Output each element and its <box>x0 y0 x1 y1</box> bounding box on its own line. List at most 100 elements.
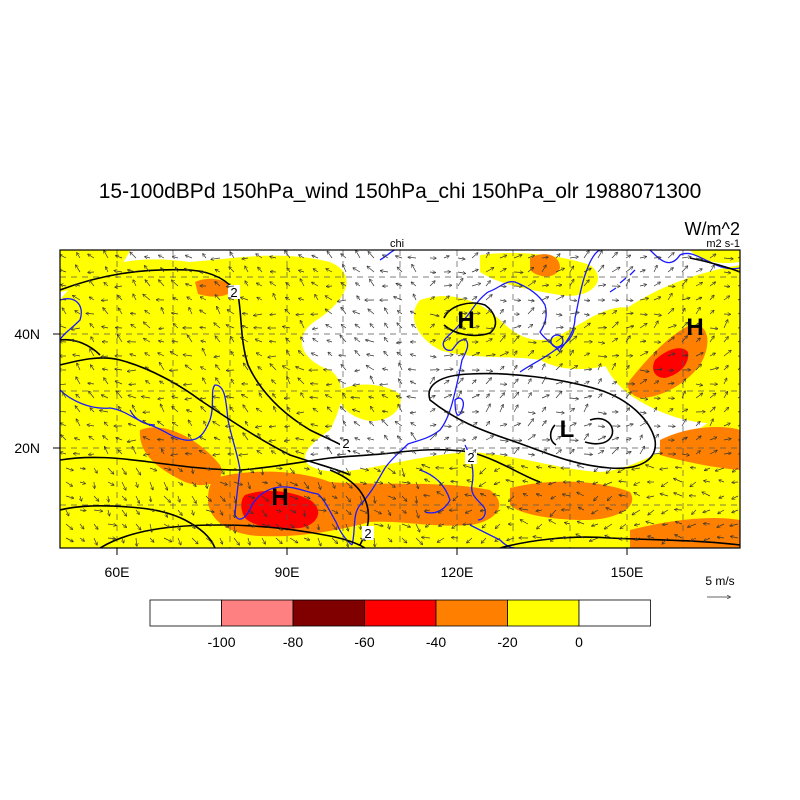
wind-vector <box>555 268 564 273</box>
wind-vector <box>527 412 535 413</box>
wind-vector <box>681 419 686 427</box>
wind-vector <box>604 481 613 486</box>
wind-vector <box>90 324 95 329</box>
wind-vector <box>186 284 193 286</box>
wind-vector <box>555 337 563 343</box>
wind-vector <box>513 336 519 343</box>
wind-vector <box>737 298 740 301</box>
wind-vector <box>704 481 711 482</box>
wind-vector <box>401 467 404 476</box>
wind-vector <box>563 494 571 496</box>
wind-vector <box>507 507 515 511</box>
wind-vector <box>597 265 604 273</box>
wind-vector <box>178 523 180 530</box>
wind-vector <box>611 322 618 329</box>
wind-vector <box>443 328 450 329</box>
wind-vector <box>541 395 549 399</box>
wind-vector <box>170 381 179 385</box>
wind-vector <box>173 257 179 258</box>
colorbar-box <box>507 599 580 627</box>
wind-vector <box>676 467 683 468</box>
wind-vector <box>646 465 655 469</box>
wind-vector <box>135 495 139 503</box>
wind-vector <box>639 446 644 455</box>
wind-vector <box>304 509 305 516</box>
wind-vector <box>639 341 646 342</box>
wind-vector <box>289 467 294 473</box>
wind-vector <box>443 449 448 455</box>
wind-vector <box>555 351 562 357</box>
wind-vector <box>145 311 151 315</box>
wind-vector <box>450 468 459 469</box>
wind-vector <box>569 409 574 413</box>
wind-vector <box>527 281 535 287</box>
wind-vector <box>345 509 351 514</box>
wind-vector <box>338 454 347 455</box>
wind-vector <box>695 393 702 399</box>
wind-vector <box>653 297 661 301</box>
wind-vector <box>395 422 403 427</box>
wind-vector <box>681 280 687 287</box>
wind-vector <box>667 268 673 273</box>
wind-vector <box>429 272 435 273</box>
wind-vector <box>303 538 310 540</box>
wind-vector <box>128 270 137 273</box>
wind-vector <box>239 454 249 455</box>
wind-vector <box>541 356 550 357</box>
wind-vector <box>583 280 589 287</box>
wind-vector <box>203 378 207 385</box>
wind-vector <box>226 325 235 329</box>
wind-vector <box>115 286 123 287</box>
wind-vector <box>457 391 461 399</box>
wind-vector <box>507 537 515 540</box>
wind-vector <box>611 339 617 343</box>
colorbar-box <box>578 599 651 627</box>
wind-vector <box>368 438 375 440</box>
wind-vector <box>653 314 661 315</box>
wind-vector <box>429 297 434 301</box>
wind-vector <box>173 324 179 329</box>
wind-vector <box>737 339 740 343</box>
wind-vector <box>214 323 221 329</box>
wind-vector <box>163 523 170 527</box>
wind-vector <box>121 495 126 500</box>
wind-vector <box>360 523 361 529</box>
wind-vector <box>457 279 463 287</box>
wind-vector <box>343 393 347 399</box>
wind-vector <box>411 381 417 385</box>
wind-vector <box>695 451 700 455</box>
wind-vector <box>143 421 151 427</box>
wind-vector <box>108 509 110 516</box>
wind-vector <box>723 423 730 427</box>
wind-vector <box>273 394 277 399</box>
wind-vector <box>79 468 85 469</box>
wind-vector <box>457 258 465 259</box>
wind-vector <box>115 369 123 370</box>
wind-vector <box>104 378 109 385</box>
high-center-label: H <box>271 484 288 511</box>
wind-vector <box>187 335 193 343</box>
wind-vector <box>635 524 641 525</box>
lat-tick-label: 40N <box>14 326 40 342</box>
wind-vector <box>709 265 714 273</box>
wind-vector <box>244 363 249 371</box>
wind-vector <box>370 279 375 287</box>
wind-vector <box>231 352 235 357</box>
wind-vector <box>385 308 389 315</box>
wind-vector <box>339 355 347 356</box>
wind-vector <box>311 424 319 426</box>
wind-vector <box>286 283 291 287</box>
wind-vector <box>639 398 647 399</box>
wind-vector <box>416 495 417 503</box>
wind-vector <box>667 337 674 343</box>
wind-vector <box>149 537 154 542</box>
wind-vector <box>129 384 137 385</box>
wind-vector <box>536 510 543 511</box>
wind-vector <box>356 283 361 287</box>
wind-vector <box>256 254 263 259</box>
wind-vector <box>143 437 151 441</box>
colorbar: -100 -80 -60 -40 -20 0 <box>149 599 651 650</box>
wind-vector <box>370 324 375 329</box>
wind-vector <box>457 298 467 300</box>
wind-vector <box>205 524 213 525</box>
